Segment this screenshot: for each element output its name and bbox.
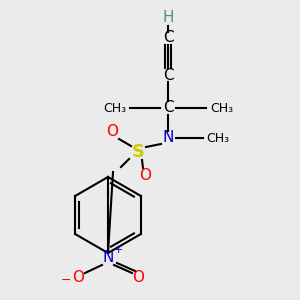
Text: N: N bbox=[102, 250, 114, 266]
Text: CH₃: CH₃ bbox=[210, 101, 233, 115]
Text: O: O bbox=[139, 167, 151, 182]
Text: N: N bbox=[162, 130, 174, 146]
Text: CH₃: CH₃ bbox=[206, 131, 229, 145]
Text: H: H bbox=[162, 11, 174, 26]
Text: C: C bbox=[163, 31, 173, 46]
Text: CH₃: CH₃ bbox=[103, 101, 126, 115]
Text: O: O bbox=[132, 271, 144, 286]
Text: C: C bbox=[163, 100, 173, 116]
Text: S: S bbox=[131, 143, 145, 161]
Text: +: + bbox=[113, 245, 123, 255]
Text: O: O bbox=[106, 124, 118, 140]
Text: C: C bbox=[163, 68, 173, 82]
Text: O: O bbox=[72, 271, 84, 286]
Text: −: − bbox=[61, 274, 71, 286]
